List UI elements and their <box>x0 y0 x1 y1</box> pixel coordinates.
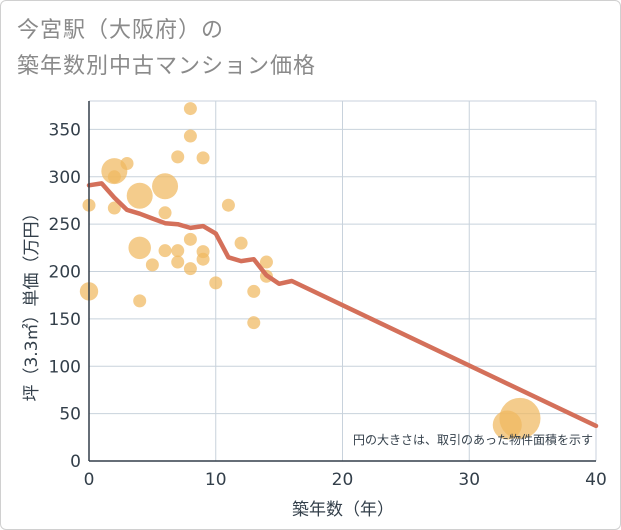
x-tick-labels: 0 10 20 30 40 <box>84 470 607 490</box>
data-point <box>171 150 185 164</box>
data-point <box>152 173 179 200</box>
data-point <box>107 170 121 184</box>
data-point <box>259 255 273 269</box>
chart-title: 今宮駅（大阪府）の 築年数別中古マンション価格 <box>17 13 577 85</box>
data-point <box>126 182 153 209</box>
x-tick-label: 30 <box>458 470 480 490</box>
y-axis-label: 坪（3.3㎡）単価（万円） <box>22 204 42 401</box>
data-point <box>183 129 197 143</box>
x-tick-label: 0 <box>84 470 95 490</box>
y-tick-label: 50 <box>59 405 81 425</box>
y-tick-label: 150 <box>49 310 81 330</box>
data-point <box>158 206 172 220</box>
data-point <box>234 236 248 250</box>
axes <box>88 101 596 462</box>
y-tick-label: 100 <box>49 357 81 377</box>
data-point <box>183 232 197 246</box>
data-point <box>492 410 522 440</box>
data-point <box>133 294 147 308</box>
chart-title-line1: 今宮駅（大阪府）の <box>17 18 225 43</box>
x-tick-label: 20 <box>332 470 354 490</box>
data-point <box>183 262 197 276</box>
data-point <box>145 258 159 272</box>
data-point <box>196 151 210 165</box>
size-note: 円の大きさは、取引のあった物件面積を示す <box>353 432 593 447</box>
data-point <box>221 198 235 212</box>
data-point <box>171 255 185 269</box>
data-point <box>247 316 261 330</box>
x-tick-label: 40 <box>585 470 607 490</box>
grid-lines <box>89 100 597 461</box>
y-tick-label: 300 <box>49 168 81 188</box>
y-tick-labels: 0 50 100 150 200 250 300 350 <box>49 120 81 472</box>
x-axis-label: 築年数（年） <box>292 500 394 520</box>
data-point <box>209 276 223 290</box>
trend-line <box>86 181 599 429</box>
data-points <box>79 102 541 440</box>
data-point <box>196 252 210 266</box>
trend-line-group <box>86 181 599 429</box>
data-point <box>158 244 172 258</box>
data-point <box>128 236 151 260</box>
y-tick-label: 0 <box>70 452 81 472</box>
x-tick-label: 10 <box>205 470 227 490</box>
data-point <box>247 284 261 298</box>
data-point <box>171 244 185 258</box>
y-tick-label: 200 <box>49 263 81 283</box>
y-tick-label: 250 <box>49 215 81 235</box>
y-tick-label: 350 <box>49 120 81 140</box>
data-point <box>183 102 197 116</box>
chart-title-line2: 築年数別中古マンション価格 <box>17 54 317 79</box>
data-point <box>107 201 121 215</box>
data-point <box>120 157 134 171</box>
